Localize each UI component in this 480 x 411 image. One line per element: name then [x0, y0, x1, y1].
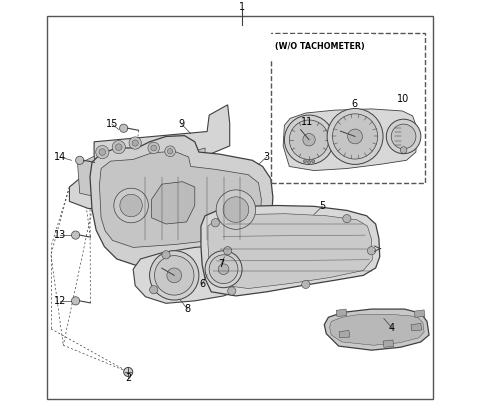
- Polygon shape: [121, 152, 131, 160]
- Polygon shape: [119, 161, 131, 171]
- Circle shape: [155, 256, 194, 295]
- Circle shape: [99, 149, 106, 155]
- Text: 3: 3: [264, 152, 270, 162]
- Text: 6: 6: [199, 279, 205, 289]
- Polygon shape: [411, 323, 421, 331]
- Circle shape: [168, 148, 173, 154]
- Circle shape: [132, 140, 138, 146]
- Text: 5: 5: [319, 201, 325, 211]
- Polygon shape: [152, 154, 162, 162]
- Polygon shape: [104, 156, 115, 164]
- Circle shape: [150, 286, 158, 294]
- Circle shape: [289, 120, 329, 159]
- Circle shape: [301, 280, 310, 289]
- Circle shape: [129, 137, 141, 149]
- Circle shape: [114, 188, 148, 223]
- Circle shape: [120, 124, 128, 132]
- Circle shape: [343, 215, 351, 223]
- Circle shape: [312, 159, 315, 163]
- Circle shape: [162, 251, 170, 259]
- Polygon shape: [102, 165, 115, 175]
- Circle shape: [96, 145, 109, 159]
- Polygon shape: [152, 182, 195, 224]
- Polygon shape: [414, 310, 425, 317]
- Polygon shape: [133, 245, 244, 303]
- Circle shape: [218, 264, 229, 275]
- Circle shape: [148, 142, 159, 154]
- Circle shape: [367, 247, 376, 255]
- Text: 4: 4: [389, 323, 395, 333]
- Polygon shape: [283, 109, 417, 171]
- Circle shape: [209, 255, 238, 284]
- Circle shape: [386, 119, 421, 154]
- Circle shape: [333, 114, 378, 159]
- Circle shape: [165, 146, 176, 157]
- Text: 2: 2: [125, 373, 132, 383]
- Polygon shape: [208, 214, 372, 289]
- Circle shape: [116, 144, 122, 150]
- Circle shape: [112, 141, 125, 154]
- Polygon shape: [135, 157, 147, 166]
- Text: 11: 11: [300, 118, 312, 127]
- Circle shape: [400, 147, 407, 153]
- Circle shape: [211, 219, 219, 227]
- Polygon shape: [336, 309, 347, 316]
- Text: (W/O TACHOMETER): (W/O TACHOMETER): [275, 42, 365, 51]
- Circle shape: [307, 160, 311, 164]
- Circle shape: [284, 115, 334, 164]
- Circle shape: [75, 156, 84, 164]
- Circle shape: [167, 268, 181, 283]
- Text: 7: 7: [218, 259, 225, 269]
- Polygon shape: [70, 105, 230, 210]
- Text: 14: 14: [54, 152, 66, 162]
- Text: 9: 9: [179, 119, 185, 129]
- Circle shape: [303, 159, 307, 163]
- Circle shape: [205, 251, 242, 288]
- Circle shape: [224, 247, 232, 255]
- Polygon shape: [78, 148, 205, 201]
- Text: 13: 13: [54, 230, 66, 240]
- Polygon shape: [99, 151, 262, 247]
- Text: 6: 6: [351, 99, 357, 109]
- Polygon shape: [330, 314, 424, 345]
- Text: 8: 8: [184, 304, 191, 314]
- Polygon shape: [166, 152, 176, 160]
- Polygon shape: [324, 309, 429, 350]
- Circle shape: [150, 251, 199, 300]
- Circle shape: [124, 367, 133, 376]
- Polygon shape: [201, 206, 380, 296]
- Polygon shape: [180, 148, 191, 156]
- Text: 10: 10: [397, 95, 410, 104]
- Polygon shape: [383, 340, 394, 347]
- Circle shape: [391, 124, 416, 149]
- Circle shape: [223, 197, 249, 222]
- Circle shape: [151, 145, 156, 151]
- Polygon shape: [90, 136, 273, 267]
- Text: 12: 12: [54, 296, 66, 306]
- Circle shape: [72, 231, 80, 239]
- Circle shape: [303, 134, 315, 146]
- Circle shape: [327, 109, 383, 164]
- Text: 1: 1: [239, 2, 245, 12]
- Text: 15: 15: [106, 119, 118, 129]
- Circle shape: [120, 194, 142, 217]
- Circle shape: [216, 190, 256, 229]
- Polygon shape: [137, 149, 147, 157]
- Circle shape: [72, 297, 80, 305]
- Polygon shape: [339, 330, 350, 338]
- Circle shape: [348, 129, 362, 144]
- Circle shape: [228, 287, 236, 295]
- FancyBboxPatch shape: [271, 33, 425, 183]
